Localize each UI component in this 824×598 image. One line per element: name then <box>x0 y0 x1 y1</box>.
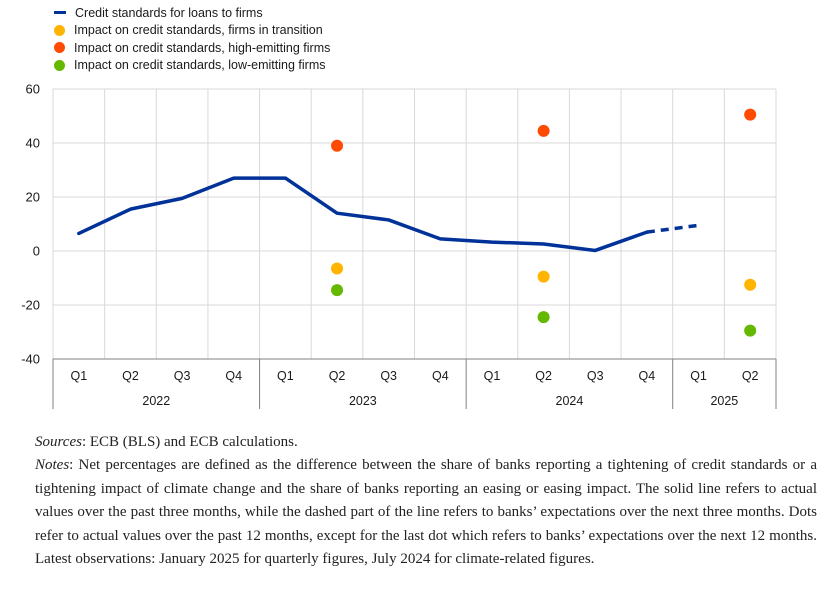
legend-item: Impact on credit standards, low-emitting… <box>54 57 330 75</box>
year-label: 2022 <box>142 394 170 408</box>
data-point <box>331 139 344 152</box>
x-tick-label: Q1 <box>70 369 87 383</box>
y-tick-label: 20 <box>26 190 40 205</box>
x-tick-label: Q4 <box>639 369 656 383</box>
x-tick-label: Q2 <box>535 369 552 383</box>
data-point <box>537 124 550 137</box>
legend-item: Impact on credit standards, high-emittin… <box>54 39 330 57</box>
x-tick-label: Q1 <box>277 369 294 383</box>
x-tick-label: Q2 <box>329 369 346 383</box>
credit-standards-line <box>77 176 649 253</box>
x-tick-label: Q1 <box>690 369 707 383</box>
legend-label: Credit standards for loans to firms <box>75 5 263 20</box>
sources-paragraph: Sources: ECB (BLS) and ECB calculations. <box>35 431 817 454</box>
year-label: 2024 <box>556 394 584 408</box>
legend-label: Impact on credit standards, low-emitting… <box>74 58 326 73</box>
legend-swatch <box>54 42 65 54</box>
sources-label: Sources <box>35 434 82 450</box>
legend-label: Impact on credit standards, high-emittin… <box>74 40 331 55</box>
legend-item: Impact on credit standards, firms in tra… <box>54 22 330 40</box>
chart-legend: Credit standards for loans to firms Impac… <box>54 4 330 74</box>
data-point <box>744 324 757 337</box>
data-point <box>537 270 550 283</box>
legend-swatch <box>54 59 65 71</box>
y-tick-label: 0 <box>33 244 40 259</box>
legend-swatch <box>54 24 65 36</box>
x-tick-label: Q4 <box>432 369 449 383</box>
x-tick-label: Q3 <box>587 369 604 383</box>
data-point <box>537 311 550 324</box>
y-tick-label: -40 <box>21 352 40 367</box>
data-point <box>744 278 757 291</box>
x-tick-label: Q3 <box>174 369 191 383</box>
credit-standards-chart: 60 40 20 0 -20 -40 Q1 Q2 Q3 Q4 Q1 Q2 Q3 Q4 Q1 Q2 Q3 Q4 Q1 Q… <box>21 82 777 409</box>
x-tick-label: Q3 <box>380 369 397 383</box>
year-label: 2025 <box>710 394 738 408</box>
x-tick-label: Q1 <box>484 369 501 383</box>
notes-paragraph: Notes: Net percentages are defined as th… <box>35 454 817 571</box>
x-tick-label: Q4 <box>225 369 242 383</box>
data-point <box>331 262 344 275</box>
notes-text: : Net percentages are defined as the dif… <box>35 457 817 568</box>
credit-standards-expected-line <box>646 223 699 234</box>
year-label: 2023 <box>349 394 377 408</box>
y-tick-label: 40 <box>26 136 40 151</box>
legend-swatch <box>54 11 66 15</box>
y-tick-label: -20 <box>21 298 40 313</box>
chart-notes: Sources: ECB (BLS) and ECB calculations.… <box>35 431 817 571</box>
notes-label: Notes <box>35 457 70 474</box>
y-tick-label: 60 <box>26 82 40 97</box>
legend-label: Impact on credit standards, firms in tra… <box>74 23 323 38</box>
x-tick-label: Q2 <box>742 369 759 383</box>
data-point <box>744 108 757 121</box>
legend-item: Credit standards for loans to firms <box>54 4 330 22</box>
x-tick-label: Q2 <box>122 369 139 383</box>
data-point <box>331 284 344 297</box>
sources-text: : ECB (BLS) and ECB calculations. <box>81 434 298 450</box>
